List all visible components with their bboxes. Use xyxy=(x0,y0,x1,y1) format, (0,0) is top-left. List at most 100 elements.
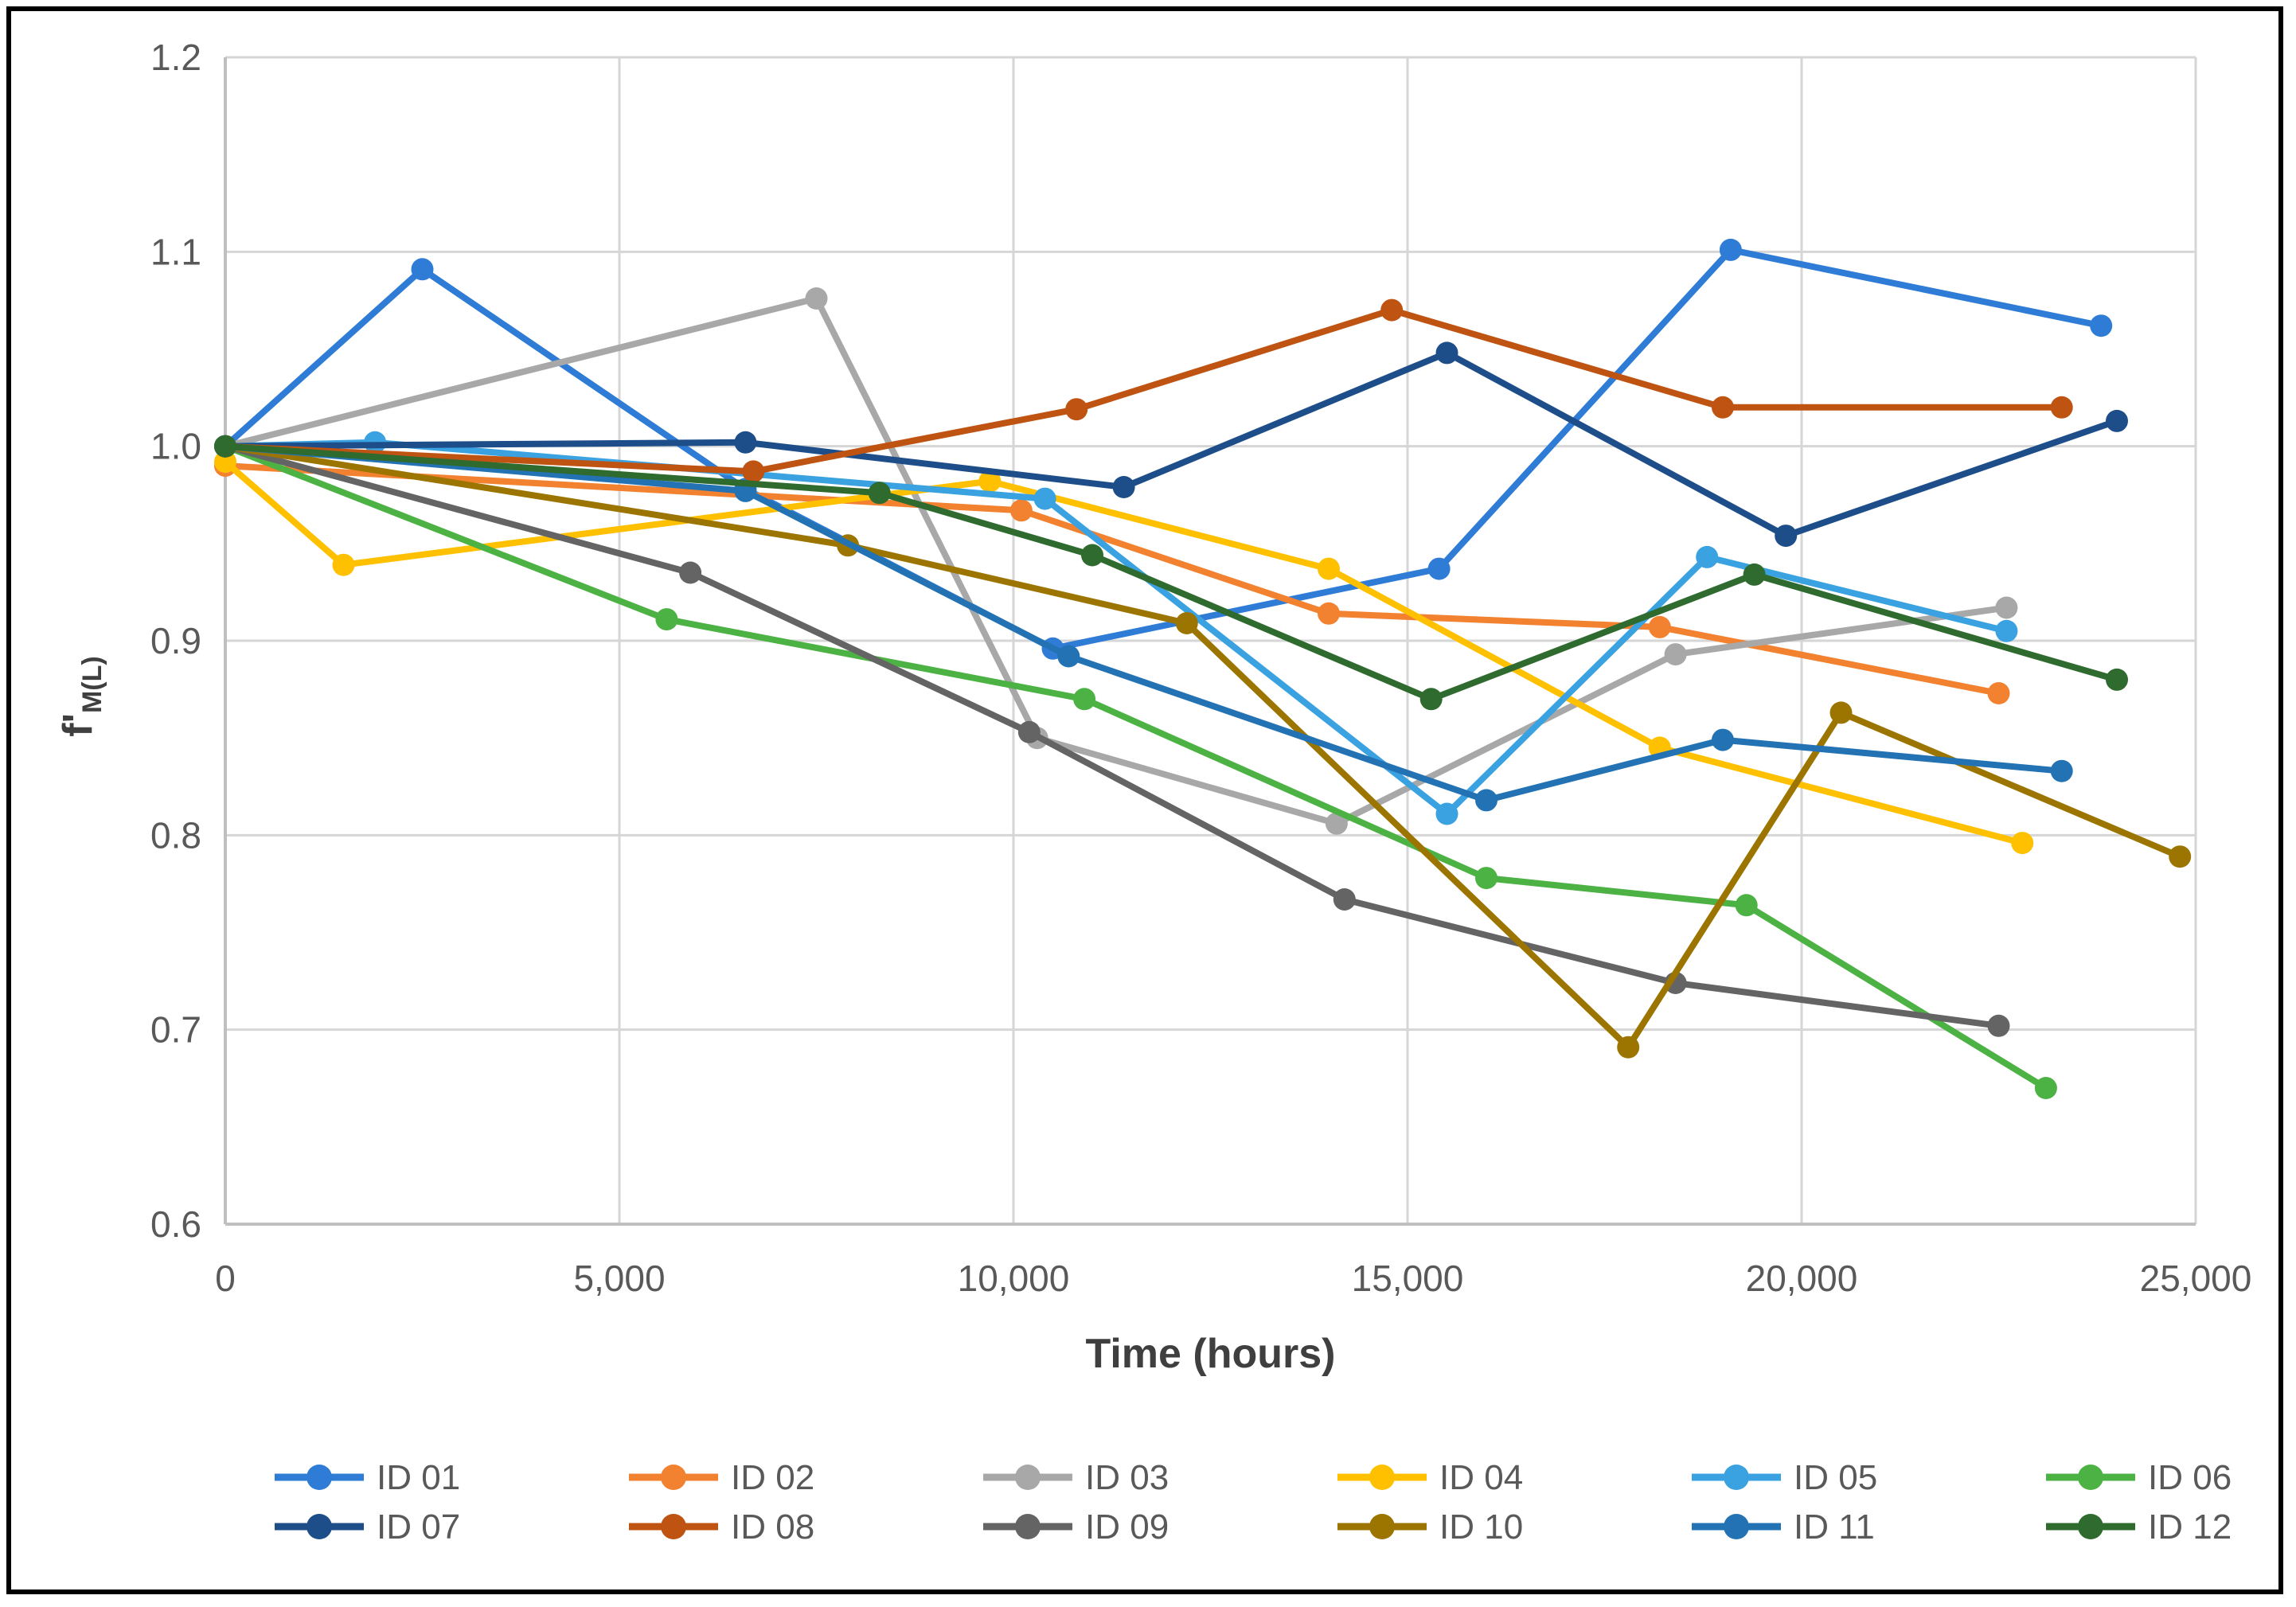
legend-label: ID 07 xyxy=(377,1508,460,1547)
data-point xyxy=(1987,682,2010,704)
series-line xyxy=(222,349,2120,540)
data-point xyxy=(2169,845,2192,868)
legend-marker-dot xyxy=(307,1465,332,1490)
data-point xyxy=(2106,668,2128,691)
legend-item-id-07: ID 07 xyxy=(275,1508,460,1547)
legend-item-id-06: ID 06 xyxy=(2046,1458,2232,1497)
data-point xyxy=(2050,396,2073,419)
legend-item-id-02: ID 02 xyxy=(629,1458,814,1497)
series-line xyxy=(222,443,2049,1091)
legend-item-id-11: ID 11 xyxy=(1692,1508,1875,1547)
series-line xyxy=(222,443,2065,804)
series-line xyxy=(222,443,2184,1051)
legend-marker-dot xyxy=(1015,1465,1041,1490)
x-tick-label: 25,000 xyxy=(2140,1258,2252,1299)
legend-marker-dot xyxy=(661,1465,686,1490)
y-tick-label: 1.2 xyxy=(150,37,201,78)
data-point xyxy=(655,608,678,631)
series-line xyxy=(222,306,2065,475)
y-tick-label: 1.0 xyxy=(150,426,201,467)
data-point xyxy=(2011,832,2034,855)
data-point xyxy=(1987,1014,2010,1037)
x-tick-label: 15,000 xyxy=(1352,1258,1464,1299)
data-point xyxy=(1735,894,1758,917)
x-tick-label: 0 xyxy=(215,1258,236,1299)
legend-marker-dot xyxy=(1724,1514,1749,1539)
data-point xyxy=(1719,238,1742,261)
data-point xyxy=(411,258,434,281)
series-id-12 xyxy=(214,435,2128,711)
y-tick-label: 1.1 xyxy=(150,231,201,272)
axis-layer: 1.2 1.1 1.0 0.9 0.8 0.7 0.6 0 5,000 10,000 15,000 2… xyxy=(55,37,2251,1377)
data-point xyxy=(868,482,891,505)
data-point xyxy=(1175,612,1198,634)
data-point xyxy=(1435,341,1458,365)
data-point xyxy=(1435,802,1458,825)
data-point xyxy=(1009,499,1033,522)
legend-label: ID 03 xyxy=(1085,1458,1169,1497)
data-point xyxy=(1318,602,1340,625)
legend-item-id-10: ID 10 xyxy=(1337,1508,1523,1547)
series-id-10 xyxy=(214,435,2192,1059)
legend-label: ID 04 xyxy=(1439,1458,1523,1497)
data-point xyxy=(1333,888,1356,911)
legend-label: ID 06 xyxy=(2148,1458,2232,1497)
data-point xyxy=(1743,563,1766,586)
data-point xyxy=(1065,398,1088,421)
data-point xyxy=(332,553,355,576)
data-point xyxy=(1696,545,1719,568)
legend-label: ID 05 xyxy=(1794,1458,1877,1497)
legend-marker-dot xyxy=(661,1514,686,1539)
series-id-03 xyxy=(214,287,2018,835)
y-axis-title: f'M(L) xyxy=(55,656,107,736)
legend-marker-dot xyxy=(1369,1514,1395,1539)
series-line xyxy=(222,458,2026,847)
series-line xyxy=(222,295,2010,827)
data-point xyxy=(214,451,236,474)
legend-label: ID 10 xyxy=(1439,1508,1523,1547)
data-point xyxy=(2050,759,2073,782)
data-point xyxy=(1995,596,2018,619)
grid-layer xyxy=(224,56,2197,1226)
legend-marker-dot xyxy=(1724,1465,1749,1490)
legend-marker-dot xyxy=(1015,1514,1041,1539)
data-point xyxy=(1775,525,1798,548)
data-point xyxy=(1475,789,1497,812)
series-id-07 xyxy=(214,341,2128,548)
legend-marker-dot xyxy=(1369,1465,1395,1490)
data-point xyxy=(2034,1077,2057,1099)
data-point xyxy=(1073,688,1096,711)
data-point xyxy=(1112,476,1135,498)
legend-item-id-09: ID 09 xyxy=(983,1508,1169,1547)
data-point xyxy=(1648,615,1671,638)
legend-label: ID 02 xyxy=(731,1458,814,1497)
legend-item-id-03: ID 03 xyxy=(983,1458,1169,1497)
data-point xyxy=(1475,867,1497,890)
series-id-09 xyxy=(214,435,2010,1037)
x-tick-label: 20,000 xyxy=(1746,1258,1858,1299)
series-line xyxy=(222,462,2002,696)
x-tick-label: 5,000 xyxy=(573,1258,665,1299)
data-point xyxy=(1419,688,1443,711)
data-point xyxy=(1617,1036,1640,1059)
data-point xyxy=(1318,557,1340,580)
data-point xyxy=(2090,314,2113,337)
legend-label: ID 12 xyxy=(2148,1508,2232,1547)
data-point xyxy=(978,470,1002,493)
data-point xyxy=(1712,396,1734,419)
y-tick-label: 0.7 xyxy=(150,1009,201,1051)
legend-item-id-05: ID 05 xyxy=(1692,1458,1877,1497)
legend-label: ID 09 xyxy=(1085,1508,1169,1547)
legend-marker-dot xyxy=(2078,1465,2103,1490)
legend-label: ID 01 xyxy=(377,1458,460,1497)
legend-item-id-01: ID 01 xyxy=(275,1458,460,1497)
x-axis-title: Time (hours) xyxy=(1086,1331,1336,1377)
data-point xyxy=(1829,701,1853,724)
y-tick-label: 0.6 xyxy=(150,1203,201,1245)
y-tick-label: 0.9 xyxy=(150,620,201,661)
legend-item-id-12: ID 12 xyxy=(2046,1508,2232,1547)
legend-item-id-04: ID 04 xyxy=(1337,1458,1523,1497)
data-point xyxy=(1017,720,1041,743)
legend-marker-dot xyxy=(2078,1514,2103,1539)
